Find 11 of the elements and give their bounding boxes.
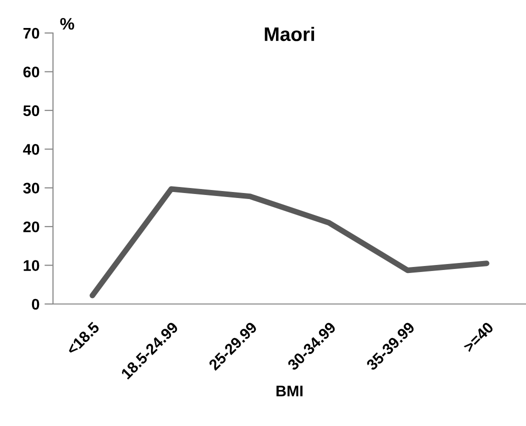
x-axis-title: BMI bbox=[276, 386, 302, 396]
y-tick-label: 40 bbox=[23, 144, 40, 155]
y-tick-label: 10 bbox=[24, 260, 40, 271]
y-tick-label: 70 bbox=[23, 28, 40, 39]
y-axis-title: % bbox=[60, 18, 74, 30]
y-tick-label: 30 bbox=[23, 182, 40, 194]
y-tick-label: 0 bbox=[32, 298, 40, 310]
y-tick-label: 60 bbox=[23, 66, 40, 78]
y-tick-label: 50 bbox=[23, 105, 40, 116]
y-tick-label: 20 bbox=[23, 221, 40, 232]
chart-title: Maori bbox=[264, 26, 314, 42]
